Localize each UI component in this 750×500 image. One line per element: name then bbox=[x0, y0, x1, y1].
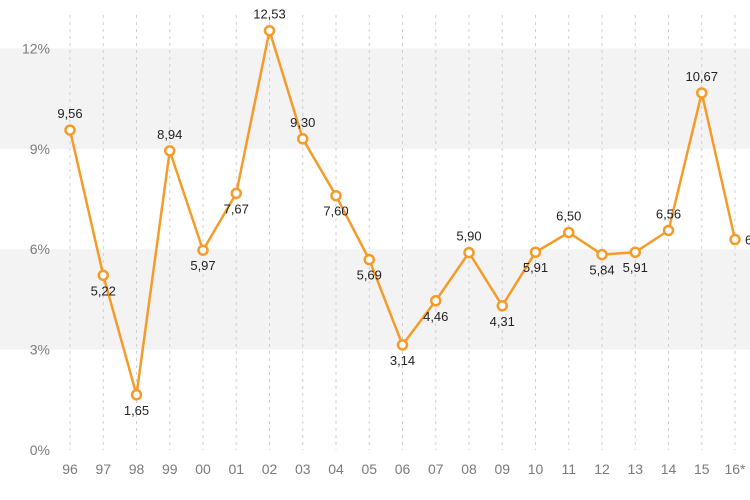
data-label: 9,30 bbox=[290, 115, 315, 130]
data-marker bbox=[199, 246, 208, 255]
x-tick-label: 10 bbox=[528, 461, 544, 477]
data-label: 7,60 bbox=[323, 204, 348, 219]
chart-band bbox=[0, 48, 750, 148]
x-tick-label: 01 bbox=[228, 461, 244, 477]
data-marker bbox=[232, 189, 241, 198]
data-marker bbox=[398, 340, 407, 349]
x-tick-label: 99 bbox=[162, 461, 178, 477]
data-marker bbox=[631, 248, 640, 257]
data-marker bbox=[498, 301, 507, 310]
data-marker bbox=[265, 26, 274, 35]
x-tick-label: 05 bbox=[361, 461, 377, 477]
data-label: 3,14 bbox=[390, 353, 415, 368]
data-marker bbox=[731, 235, 740, 244]
x-tick-label: 16* bbox=[724, 461, 746, 477]
data-marker bbox=[664, 226, 673, 235]
data-label: 5,22 bbox=[91, 283, 116, 298]
x-tick-label: 06 bbox=[395, 461, 411, 477]
data-marker bbox=[66, 126, 75, 135]
data-label: 5,69 bbox=[357, 268, 382, 283]
x-tick-label: 08 bbox=[461, 461, 477, 477]
line-chart: 0% 3% 6% 9% 12% 96 97 98 99 00 01 02 03 04 05 06 07 08 09 1… bbox=[0, 0, 750, 500]
y-tick-label: 3% bbox=[30, 342, 50, 358]
y-tick-label: 0% bbox=[30, 442, 50, 458]
x-tick-label: 97 bbox=[95, 461, 111, 477]
data-label: 4,46 bbox=[423, 309, 448, 324]
data-marker bbox=[332, 191, 341, 200]
data-marker bbox=[165, 146, 174, 155]
data-label: 5,97 bbox=[190, 258, 215, 273]
data-label: 1,65 bbox=[124, 403, 149, 418]
data-label: 12,53 bbox=[253, 7, 286, 22]
data-label: 6,29 bbox=[745, 233, 750, 248]
data-marker bbox=[132, 390, 141, 399]
data-label: 5,91 bbox=[623, 260, 648, 275]
x-tick-label: 12 bbox=[594, 461, 610, 477]
data-label: 6,56 bbox=[656, 206, 681, 221]
data-label: 5,84 bbox=[589, 263, 614, 278]
x-tick-label: 14 bbox=[661, 461, 677, 477]
x-tick-label: 09 bbox=[494, 461, 510, 477]
data-label: 7,67 bbox=[224, 201, 249, 216]
data-marker bbox=[365, 255, 374, 264]
data-label: 9,56 bbox=[57, 106, 82, 121]
x-tick-label: 07 bbox=[428, 461, 444, 477]
data-label: 5,90 bbox=[456, 229, 481, 244]
y-tick-label: 6% bbox=[30, 241, 50, 257]
data-marker bbox=[99, 271, 108, 280]
x-tick-label: 04 bbox=[328, 461, 344, 477]
data-label: 6,50 bbox=[556, 209, 581, 224]
data-marker bbox=[697, 88, 706, 97]
x-tick-label: 00 bbox=[195, 461, 211, 477]
y-tick-label: 9% bbox=[30, 141, 50, 157]
data-marker bbox=[598, 250, 607, 259]
data-marker bbox=[564, 228, 573, 237]
data-label: 10,67 bbox=[685, 69, 718, 84]
data-label: 4,31 bbox=[490, 314, 515, 329]
x-tick-label: 96 bbox=[62, 461, 78, 477]
x-tick-label: 13 bbox=[627, 461, 643, 477]
data-marker bbox=[531, 248, 540, 257]
x-tick-label: 11 bbox=[561, 461, 576, 477]
y-tick-label: 12% bbox=[22, 40, 50, 56]
data-label: 5,91 bbox=[523, 260, 548, 275]
x-tick-label: 15 bbox=[694, 461, 710, 477]
x-tick-label: 03 bbox=[295, 461, 311, 477]
data-marker bbox=[465, 248, 474, 257]
chart-svg: 0% 3% 6% 9% 12% 96 97 98 99 00 01 02 03 04 05 06 07 08 09 1… bbox=[0, 0, 750, 500]
data-label: 8,94 bbox=[157, 127, 182, 142]
data-marker bbox=[298, 134, 307, 143]
x-tick-label: 02 bbox=[262, 461, 278, 477]
x-tick-label: 98 bbox=[129, 461, 145, 477]
data-marker bbox=[431, 296, 440, 305]
